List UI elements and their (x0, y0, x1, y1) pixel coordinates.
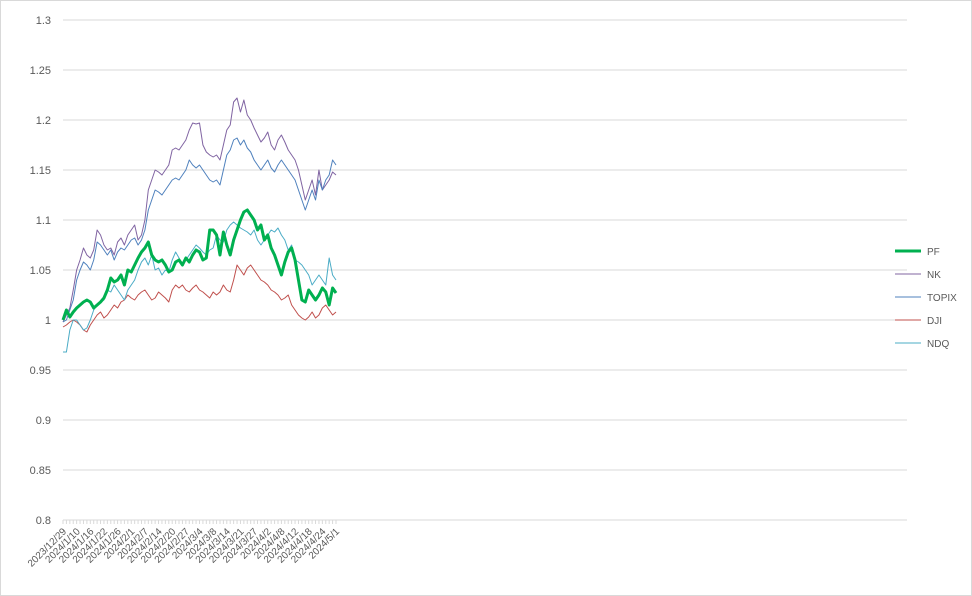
y-tick-label: 1 (45, 315, 51, 327)
y-tick-label: 1.25 (30, 65, 51, 77)
series-line-topix (62, 137, 337, 323)
legend: PF NK TOPIX DJI NDQ (895, 247, 957, 350)
y-tick-label: 1.05 (30, 265, 51, 277)
y-tick-label: 0.95 (30, 365, 51, 377)
legend-label-dji: DJI (927, 316, 942, 327)
legend-label-topix: TOPIX (927, 293, 957, 304)
y-tick-label: 1.2 (36, 115, 51, 127)
series-line-dji (62, 264, 337, 333)
y-tick-label: 1.1 (36, 215, 51, 227)
y-axis-ticks: 0.8 0.85 0.9 0.95 1 1.05 1.1 1.15 1.2 1.25 1.3 (30, 15, 51, 527)
series-line-pf (61, 208, 338, 321)
y-tick-label: 0.8 (36, 515, 51, 527)
x-axis-ticks: 2023/12/292024/1/102024/1/162024/1/22202… (26, 526, 342, 569)
legend-label-ndq: NDQ (927, 339, 949, 350)
y-tick-label: 0.9 (36, 415, 51, 427)
gridlines (62, 19, 907, 524)
series-lines (61, 97, 338, 353)
y-tick-label: 0.85 (30, 465, 51, 477)
y-tick-label: 1.3 (36, 15, 51, 27)
legend-label-pf: PF (927, 247, 940, 258)
series-line-nk (62, 97, 337, 323)
legend-label-nk: NK (927, 270, 941, 281)
y-tick-label: 1.15 (30, 165, 51, 177)
series-line-ndq (63, 221, 337, 353)
